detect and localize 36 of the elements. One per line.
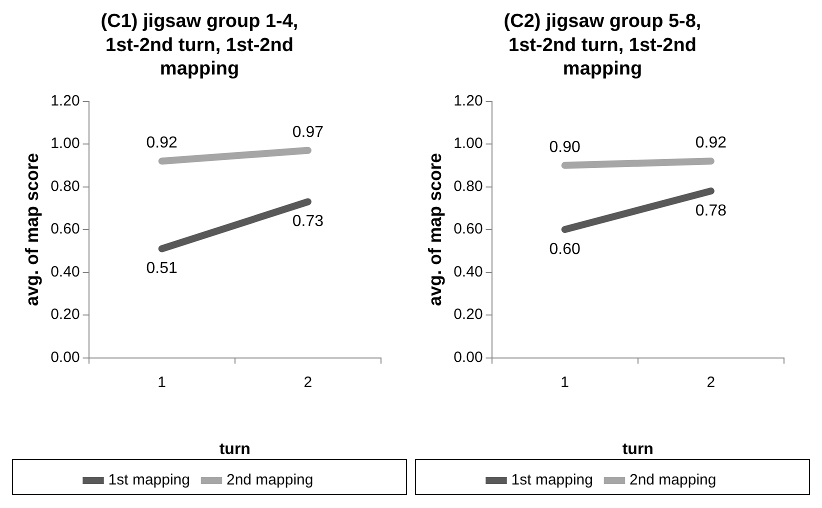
data-label: 0.73	[292, 213, 324, 230]
data-label: 0.60	[549, 240, 581, 258]
y-tick-label: 0.00	[50, 348, 80, 366]
y-tick-label: 0.20	[454, 306, 483, 324]
x-tick-label: 1	[560, 374, 570, 391]
data-label: 0.97	[292, 124, 324, 141]
chart-title: (C1) jigsaw group 1-4, 1st-2nd turn, 1st-2nd mapping	[100, 11, 298, 80]
data-label: 0.92	[695, 134, 727, 152]
x-axis-title: turn	[622, 440, 654, 458]
y-tick-label: 1.00	[454, 135, 483, 152]
data-label: 0.92	[146, 134, 178, 152]
legend-label: 2nd mapping	[226, 472, 314, 489]
legend-label: 2nd mapping	[629, 472, 716, 489]
y-axis-title: avg. of map score	[22, 152, 42, 306]
y-tick-label: 0.40	[454, 263, 483, 280]
data-label: 0.90	[549, 138, 581, 156]
x-axis-title: turn	[219, 440, 250, 458]
y-tick-label: 1.20	[454, 92, 483, 110]
data-label: 0.78	[695, 202, 727, 220]
x-tick-label: 2	[706, 374, 716, 391]
data-label: 0.51	[146, 260, 178, 278]
y-tick-label: 0.00	[454, 348, 483, 366]
y-tick-label: 0.40	[50, 263, 80, 280]
x-tick-label: 1	[158, 374, 166, 391]
y-tick-label: 0.80	[50, 178, 80, 195]
y-axis-title: avg. of map score	[424, 152, 445, 306]
chart-title: (C2) jigsaw group 5-8, 1st-2nd turn, 1st-2nd mapping	[504, 11, 702, 80]
x-tick-label: 2	[304, 374, 312, 391]
y-tick-label: 0.80	[454, 178, 483, 195]
legend-label: 1st mapping	[511, 472, 593, 489]
y-tick-label: 1.00	[50, 135, 80, 152]
y-tick-label: 0.60	[50, 220, 80, 238]
y-tick-label: 0.60	[454, 220, 483, 238]
y-tick-label: 0.20	[50, 306, 80, 324]
legend-label: 1st mapping	[108, 472, 190, 489]
y-tick-label: 1.20	[50, 92, 80, 110]
